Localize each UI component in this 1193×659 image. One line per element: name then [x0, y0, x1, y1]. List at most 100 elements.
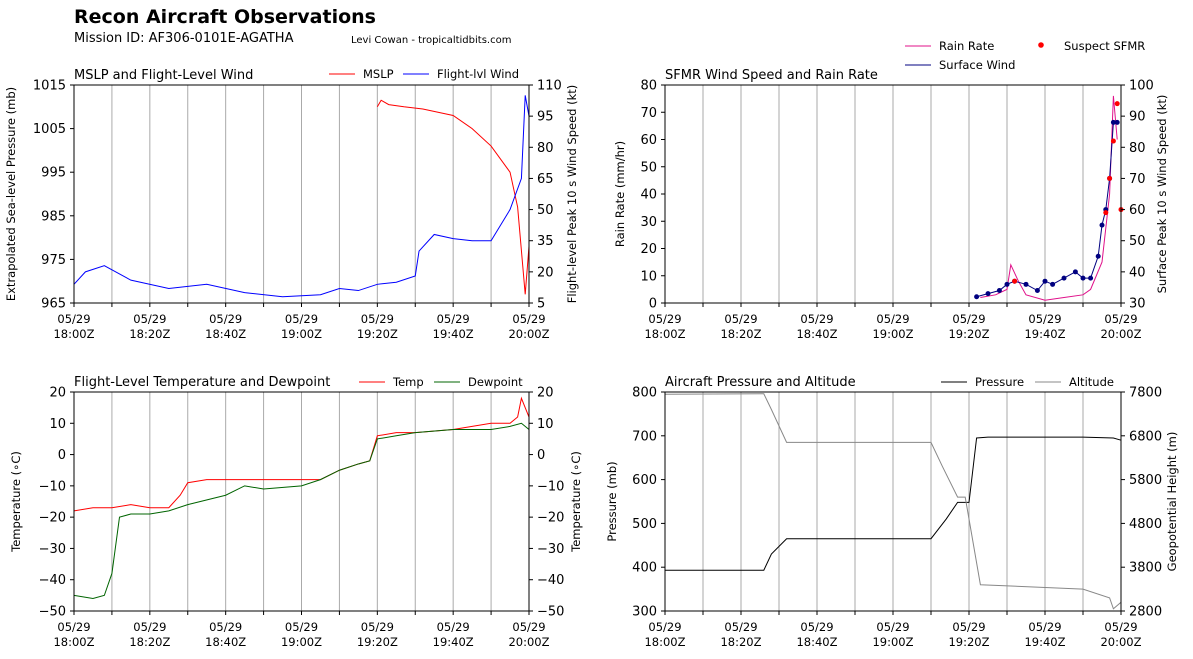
y2-tick-label: 40	[1129, 265, 1146, 280]
suspect-sfmr-point	[1012, 278, 1018, 284]
chart-title: Aircraft Pressure and Altitude	[665, 375, 856, 390]
y2-tick-label: 70	[1129, 172, 1146, 187]
y-axis-label: Extrapolated Sea-level Pressure (mb)	[4, 87, 18, 301]
y-tick-label: 700	[632, 429, 657, 444]
y2-tick-label: 65	[537, 172, 554, 187]
y-tick-label: −50	[39, 605, 66, 620]
y-tick-label: −10	[39, 479, 66, 494]
y2-axis-label: Surface Peak 10 s Wind Speed (kt)	[1155, 95, 1169, 294]
x-tick-label: 05/29 18:20Z	[720, 312, 761, 341]
y-tick-label: 965	[41, 297, 66, 312]
x-tick-label: 05/29 19:40Z	[433, 312, 474, 341]
x-tick-label: 05/29 20:00Z	[1100, 620, 1141, 649]
x-tick-label: 05/29 20:00Z	[508, 620, 549, 649]
legend-pressure-label: Pressure	[975, 375, 1024, 389]
surface-wind-point	[996, 288, 1002, 294]
chart-title: Flight-Level Temperature and Dewpoint	[74, 375, 330, 390]
suspect-sfmr-point	[1110, 138, 1116, 144]
legend-pressure-alt: Pressure Altitude	[941, 375, 1114, 389]
y-tick-label: 800	[632, 386, 657, 401]
x-tick-label: 05/29 18:00Z	[644, 620, 685, 649]
x-tick-label: 05/29 19:00Z	[872, 312, 913, 341]
y2-tick-label: 2800	[1129, 605, 1162, 620]
y-tick-label: −20	[39, 511, 66, 526]
series-line	[73, 422, 530, 599]
series-line	[73, 95, 530, 298]
y-tick-label: 80	[640, 79, 657, 94]
x-tick-label: 05/29 19:00Z	[281, 620, 322, 649]
y2-tick-label: −30	[537, 542, 564, 557]
y-tick-label: 0	[649, 297, 657, 312]
surface-wind-point	[1095, 253, 1101, 259]
y2-tick-label: 60	[1129, 203, 1146, 218]
y-tick-label: 1005	[33, 122, 66, 137]
y2-tick-label: −50	[537, 605, 564, 620]
legend-suspect-label: Suspect SFMR	[1064, 39, 1145, 53]
credit-text: Levi Cowan - tropicaltidbits.com	[351, 35, 512, 46]
y-axis-label: Temperature (∘C)	[9, 451, 23, 553]
series-line	[665, 436, 1122, 571]
y-tick-label: 40	[640, 188, 657, 203]
surface-wind-point	[985, 291, 991, 297]
y-tick-label: 600	[632, 473, 657, 488]
legend-flight-wind-label: Flight-lvl Wind	[437, 67, 519, 81]
y-tick-label: 975	[41, 253, 66, 268]
y-tick-label: −40	[39, 573, 66, 588]
series-line	[976, 121, 1118, 298]
surface-wind-point	[974, 294, 980, 300]
surface-wind-point	[1023, 281, 1029, 287]
x-tick-label: 05/29 18:20Z	[129, 620, 170, 649]
y2-tick-label: 6800	[1129, 429, 1162, 444]
y2-tick-label: 95	[537, 110, 554, 125]
legend-surface-wind-label: Surface Wind	[939, 58, 1015, 72]
y2-tick-label: 50	[537, 203, 554, 218]
chart-panel-3: 05/29 18:00Z 05/29 18:20Z 05/29 18:40Z 05/29 19…	[9, 375, 583, 649]
x-tick-label: 05/29 18:00Z	[53, 620, 94, 649]
surface-wind-point	[1114, 119, 1120, 125]
y2-tick-label: −20	[537, 511, 564, 526]
x-tick-label: 05/29 18:00Z	[644, 312, 685, 341]
x-tick-label: 05/29 19:00Z	[872, 620, 913, 649]
y-tick-label: 10	[49, 417, 66, 432]
y2-tick-label: 30	[1129, 297, 1146, 312]
series-line	[980, 95, 1118, 301]
suspect-sfmr-point	[1114, 101, 1120, 107]
y2-tick-label: 0	[537, 448, 545, 463]
series-line	[664, 393, 1122, 610]
surface-wind-point	[1050, 281, 1056, 287]
y-tick-label: 20	[640, 242, 657, 257]
y2-tick-label: −40	[537, 573, 564, 588]
surface-wind-point	[1042, 278, 1048, 284]
y2-tick-label: 20	[537, 386, 554, 401]
y2-tick-label: 10	[537, 417, 554, 432]
legend-sfmr-rain: Rain Rate Surface Wind Suspect SFMR	[905, 39, 1145, 72]
series-line	[376, 99, 530, 295]
y2-tick-label: 80	[537, 141, 554, 156]
y2-tick-label: 110	[537, 79, 562, 94]
x-tick-label: 05/29 20:00Z	[1100, 312, 1141, 341]
y2-tick-label: 7800	[1129, 386, 1162, 401]
y-tick-label: −30	[39, 542, 66, 557]
y-tick-label: 1015	[33, 79, 66, 94]
y-tick-label: 400	[632, 561, 657, 576]
y-tick-label: 20	[49, 386, 66, 401]
page-title: Recon Aircraft Observations	[74, 6, 376, 28]
y-tick-label: 995	[41, 166, 66, 181]
y-tick-label: 60	[640, 133, 657, 148]
legend-temp-label: Temp	[392, 375, 424, 389]
surface-wind-point	[1110, 119, 1116, 125]
suspect-sfmr-point	[1107, 175, 1113, 181]
surface-wind-point	[1034, 288, 1040, 294]
surface-wind-point	[1061, 275, 1067, 281]
y2-tick-label: 4800	[1129, 517, 1162, 532]
legend-dewpoint-label: Dewpoint	[468, 375, 523, 389]
y2-axis-label: Flight-level Peak 10 s Wind Speed (kt)	[565, 85, 579, 304]
legend-mslp-wind: MSLP Flight-lvl Wind	[329, 67, 519, 81]
y-tick-label: 500	[632, 517, 657, 532]
y2-tick-label: 5800	[1129, 473, 1162, 488]
y-tick-label: 0	[58, 448, 66, 463]
chart-title: MSLP and Flight-Level Wind	[74, 68, 253, 83]
chart-panel-2: 05/29 18:00Z 05/29 18:20Z 05/29 18:40Z 05/29 19…	[613, 68, 1169, 341]
x-tick-label: 05/29 19:20Z	[357, 620, 398, 649]
y-axis-label: Pressure (mb)	[605, 461, 619, 541]
